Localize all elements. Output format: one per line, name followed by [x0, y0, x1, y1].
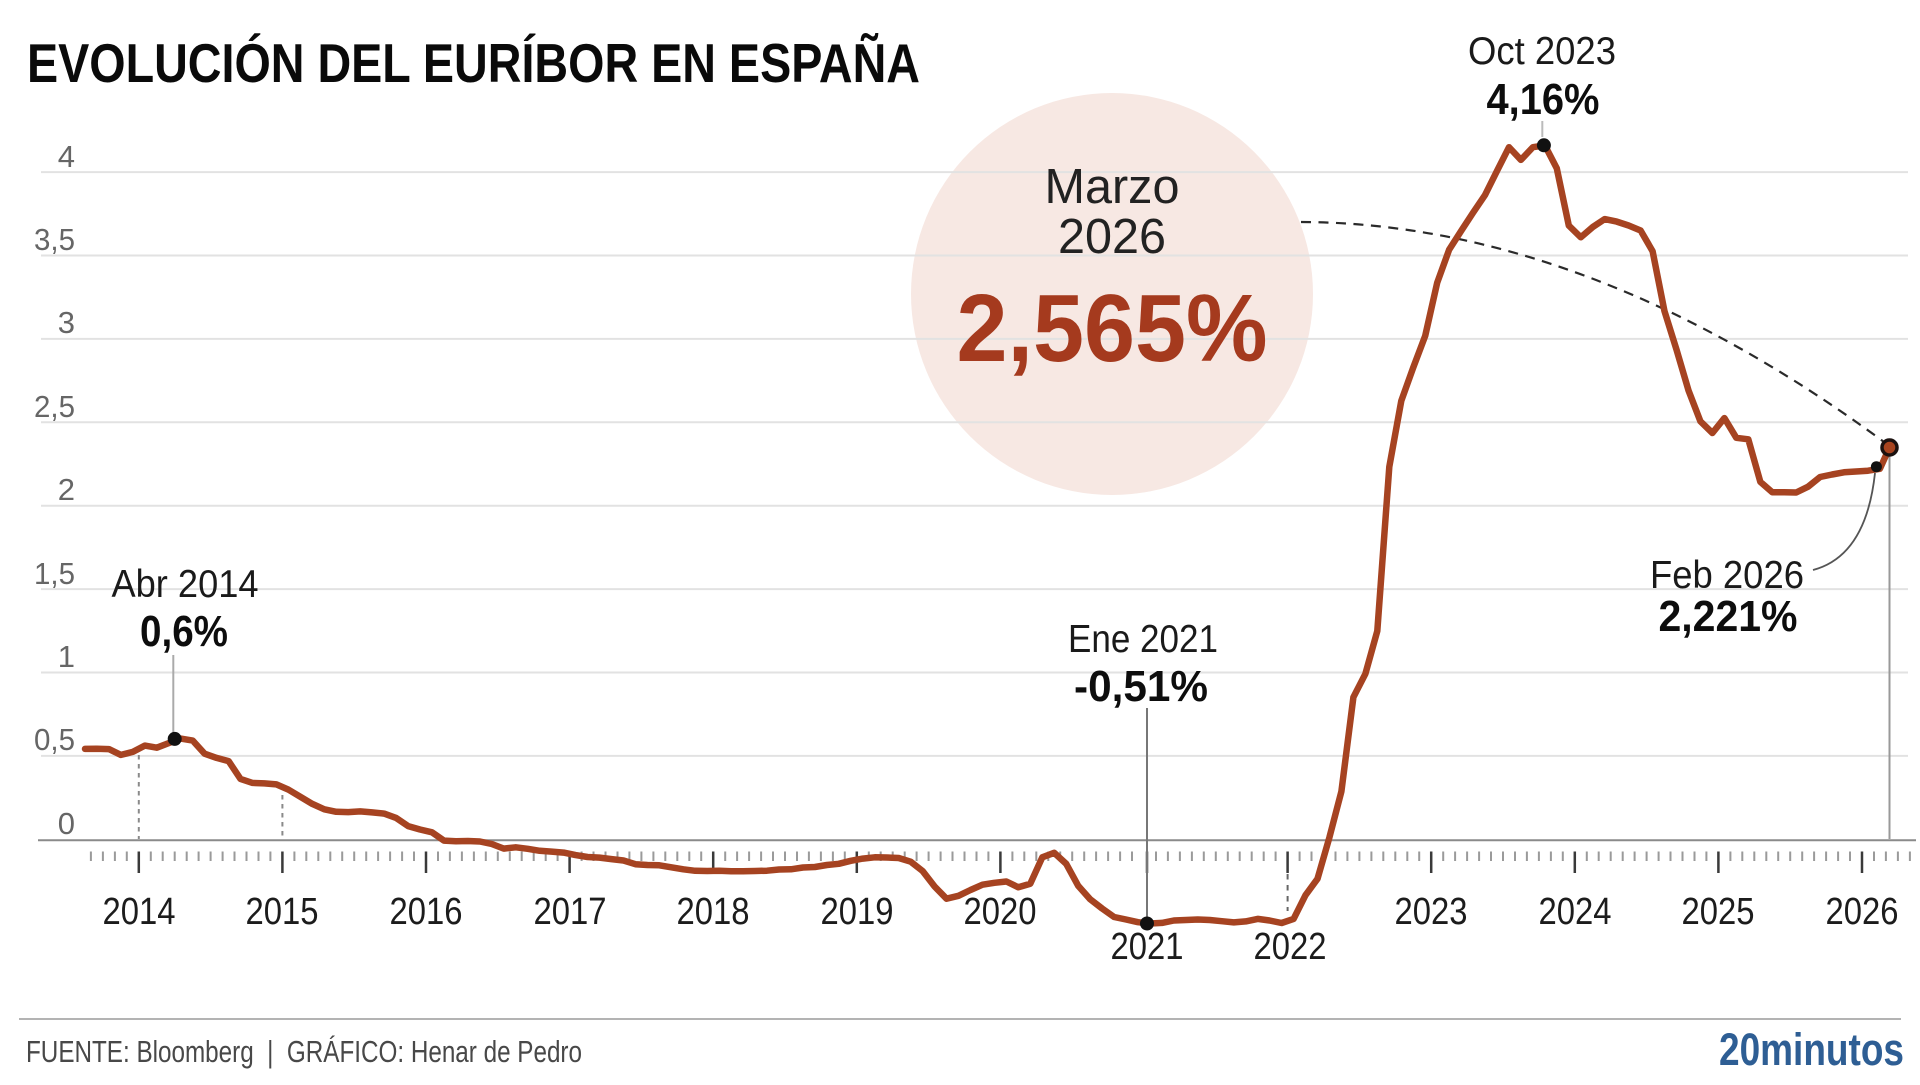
svg-text:2017: 2017: [534, 891, 607, 933]
svg-text:2018: 2018: [677, 891, 750, 933]
svg-text:-0,51%: -0,51%: [1074, 662, 1208, 711]
svg-text:2020: 2020: [964, 891, 1037, 933]
svg-text:0,5: 0,5: [34, 722, 75, 757]
svg-text:2,221%: 2,221%: [1659, 592, 1798, 641]
svg-text:20minutos: 20minutos: [1719, 1024, 1904, 1075]
svg-text:4: 4: [58, 139, 75, 174]
svg-text:1: 1: [58, 639, 75, 674]
svg-text:Oct 2023: Oct 2023: [1468, 30, 1616, 73]
svg-text:Ene 2021: Ene 2021: [1068, 618, 1218, 661]
svg-text:2: 2: [58, 472, 75, 507]
svg-text:FUENTE: Bloomberg | GRÁFICO:: FUENTE: Bloomberg | GRÁFICO: Henar de Pe…: [26, 1034, 582, 1069]
svg-text:2024: 2024: [1539, 891, 1612, 933]
svg-text:1,5: 1,5: [34, 556, 75, 591]
svg-text:3,5: 3,5: [34, 222, 75, 257]
svg-text:Feb 2026: Feb 2026: [1650, 554, 1804, 597]
svg-text:2025: 2025: [1682, 891, 1755, 933]
svg-text:EVOLUCIÓN DEL EURÍBOR EN ESPAÑ: EVOLUCIÓN DEL EURÍBOR EN ESPAÑA: [27, 32, 920, 94]
svg-text:0,6%: 0,6%: [140, 607, 228, 656]
svg-text:0: 0: [58, 806, 75, 841]
svg-text:2023: 2023: [1395, 891, 1468, 933]
svg-text:3: 3: [58, 305, 75, 340]
svg-text:2015: 2015: [246, 891, 319, 933]
svg-text:2022: 2022: [1254, 926, 1327, 968]
svg-text:Abr 2014: Abr 2014: [112, 563, 259, 606]
svg-text:2026: 2026: [1058, 210, 1166, 264]
svg-text:2021: 2021: [1111, 926, 1184, 968]
svg-text:2,565%: 2,565%: [957, 275, 1268, 382]
svg-text:2014: 2014: [103, 891, 176, 933]
svg-text:2016: 2016: [390, 891, 463, 933]
svg-text:Marzo: Marzo: [1045, 160, 1180, 214]
svg-text:4,16%: 4,16%: [1487, 75, 1600, 124]
svg-text:2026: 2026: [1826, 891, 1899, 933]
svg-text:2,5: 2,5: [34, 389, 75, 424]
svg-text:2019: 2019: [821, 891, 894, 933]
